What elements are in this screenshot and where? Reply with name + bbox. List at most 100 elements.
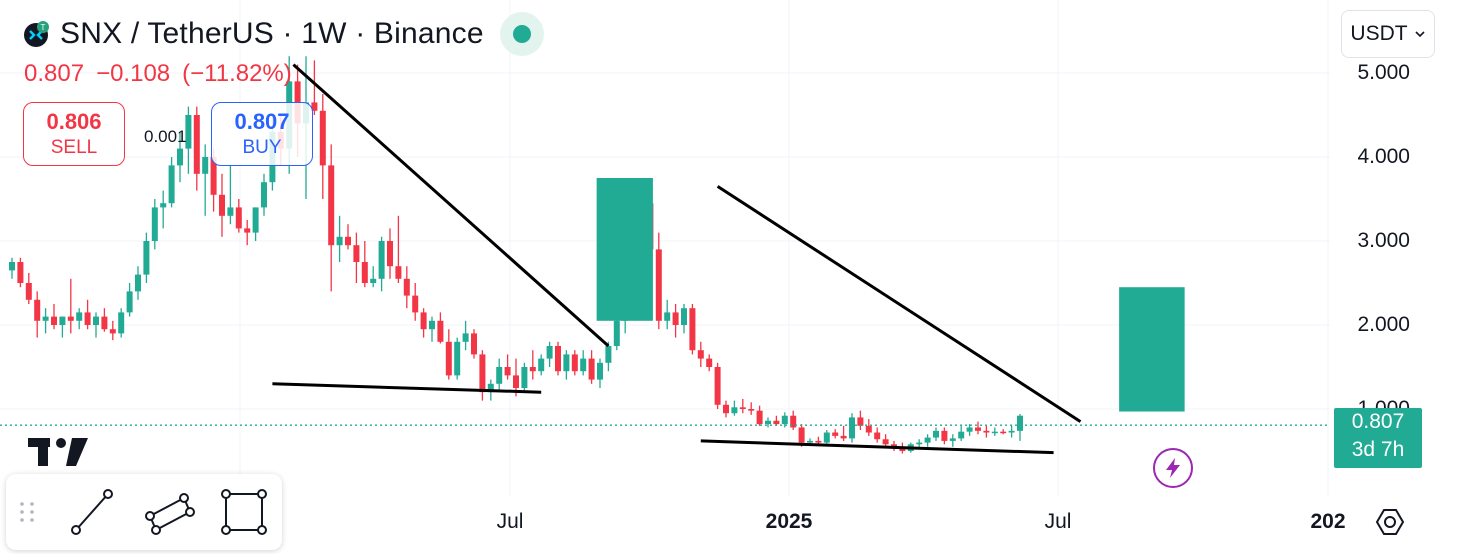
- last-price: 0.807: [24, 60, 85, 87]
- candle: [857, 410, 864, 430]
- candle: [395, 215, 402, 283]
- candle: [336, 215, 343, 262]
- candle: [865, 419, 872, 436]
- boxes: [596, 178, 1185, 412]
- price-tick-label: 2.000: [1357, 313, 1410, 336]
- last-price-tag: 0.807 3d 7h: [1334, 408, 1422, 468]
- currency-label: USDT: [1350, 22, 1408, 45]
- candle: [991, 427, 998, 436]
- candle: [882, 434, 889, 447]
- symbol-header: T SNX / TetherUS · 1W · Binance: [22, 12, 544, 56]
- candle: [319, 94, 326, 199]
- candle: [370, 266, 377, 288]
- candle: [311, 60, 318, 115]
- candle: [613, 316, 620, 351]
- candle: [823, 430, 830, 446]
- candle: [924, 434, 931, 447]
- candle: [445, 329, 452, 380]
- candle: [25, 272, 32, 304]
- candle: [832, 429, 839, 439]
- candle: [1017, 414, 1023, 441]
- candles: [9, 56, 1023, 454]
- time-tick-label: Jul: [496, 510, 524, 533]
- lightning-event-icon[interactable]: [1153, 448, 1193, 488]
- trend-line: [272, 382, 542, 394]
- candle: [496, 358, 503, 393]
- candle: [361, 241, 368, 288]
- buy-button[interactable]: 0.807 BUY: [211, 102, 313, 166]
- candle: [697, 341, 704, 367]
- candle: [93, 312, 99, 338]
- candle: [1008, 425, 1015, 438]
- candle: [941, 427, 948, 445]
- currency-select[interactable]: USDT: [1341, 10, 1435, 58]
- candle: [975, 421, 981, 435]
- candle: [227, 165, 234, 225]
- candle: [345, 224, 351, 250]
- candle: [563, 350, 570, 380]
- candle: [739, 398, 746, 414]
- candle: [966, 424, 973, 436]
- rectangle-icon[interactable]: [218, 486, 270, 538]
- candle: [958, 425, 965, 441]
- candle: [504, 354, 511, 380]
- market-status-icon[interactable]: [499, 12, 544, 56]
- candle: [185, 106, 192, 174]
- symbol-title[interactable]: SNX / TetherUS · 1W · Binance: [60, 17, 484, 50]
- price-quote: 0.807 −0.108 (−11.82%): [24, 60, 304, 88]
- price-change-pct: (−11.82%): [182, 60, 292, 87]
- candle: [387, 228, 393, 279]
- candle: [261, 173, 267, 216]
- drawing-toolbar: [6, 474, 282, 550]
- candle: [403, 266, 410, 309]
- time-tick-label: Jul: [1044, 510, 1072, 533]
- last-price-label: 0.807: [1351, 410, 1405, 433]
- parallel-channel-icon[interactable]: [144, 486, 196, 538]
- candle: [9, 257, 15, 279]
- candle: [151, 199, 158, 250]
- price-tick-label: 5.000: [1357, 61, 1410, 84]
- candle: [328, 144, 335, 292]
- candle: [378, 236, 385, 292]
- drag-handle-icon[interactable]: [12, 486, 42, 538]
- candle: [538, 354, 545, 376]
- price-tick-label: 3.000: [1357, 229, 1410, 252]
- candle: [76, 308, 83, 330]
- candle: [454, 337, 461, 380]
- candle: [849, 413, 855, 443]
- candle: [160, 190, 167, 229]
- candle: [664, 299, 671, 330]
- candle: [529, 350, 536, 380]
- candle: [168, 157, 175, 208]
- chart-settings-icon[interactable]: [1374, 506, 1406, 538]
- candle: [471, 329, 477, 359]
- candle: [67, 278, 74, 334]
- buy-label: BUY: [242, 137, 282, 158]
- candle: [521, 362, 528, 393]
- candle: [983, 425, 990, 438]
- candle: [479, 350, 486, 401]
- candle: [420, 308, 427, 338]
- candle: [756, 405, 763, 426]
- candle: [437, 312, 444, 344]
- candle: [17, 257, 24, 288]
- chevron-down-icon: [1415, 31, 1425, 38]
- candle: [840, 425, 847, 441]
- sell-button[interactable]: 0.806 SELL: [23, 102, 125, 166]
- time-tick-label: 202: [1310, 510, 1346, 533]
- spread: 0.001: [144, 127, 187, 146]
- candle: [933, 427, 939, 441]
- candle: [706, 354, 713, 372]
- candle: [59, 316, 66, 338]
- candle: [219, 173, 225, 237]
- candle: [42, 308, 49, 334]
- sell-price: 0.806: [46, 109, 102, 134]
- trend-lines: [272, 63, 1082, 455]
- candle: [51, 304, 57, 330]
- candle: [723, 400, 729, 418]
- candle: [546, 341, 553, 367]
- candle: [689, 304, 696, 355]
- candle: [790, 410, 797, 430]
- trend-line-icon[interactable]: [66, 486, 118, 538]
